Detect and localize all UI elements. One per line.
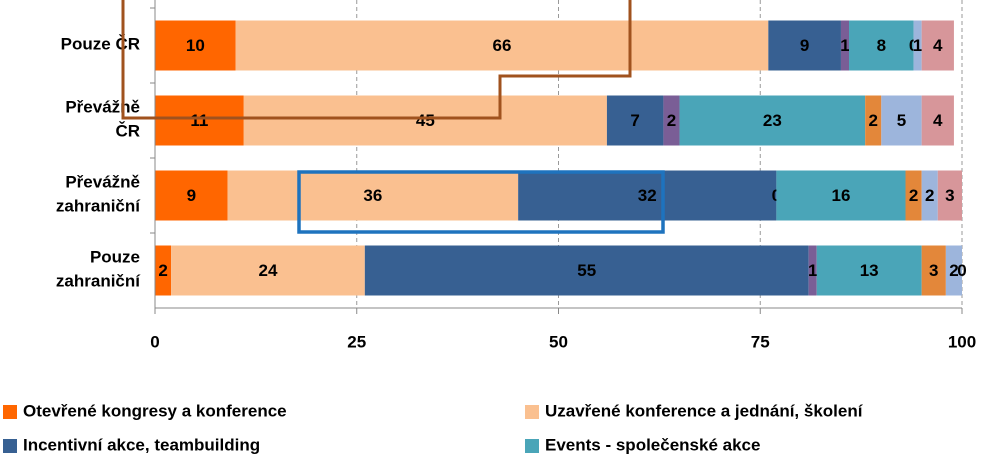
data-label: 2 <box>949 261 958 280</box>
bar-segment <box>679 95 866 146</box>
bar-segment <box>663 95 680 146</box>
data-label: 4 <box>933 111 943 130</box>
data-label: 10 <box>186 36 205 55</box>
data-label: 2 <box>667 111 676 130</box>
data-label: 16 <box>831 186 850 205</box>
legend-swatch <box>3 439 17 453</box>
bar-segment <box>155 95 244 146</box>
data-label: 36 <box>363 186 382 205</box>
bar-segment <box>808 245 817 296</box>
data-label: 3 <box>929 261 938 280</box>
y-tick-label: Převážně ČR <box>65 98 140 141</box>
data-label: 2 <box>868 111 877 130</box>
bar-segment <box>881 95 922 146</box>
bar-segment <box>155 245 172 296</box>
annotations <box>121 0 665 234</box>
bar-segment <box>768 20 841 71</box>
bar-segment <box>171 245 365 296</box>
x-tick-label: 0 <box>150 332 159 351</box>
data-label: 55 <box>577 261 596 280</box>
y-tick-label: Pouze ČR <box>61 35 140 54</box>
data-label: 7 <box>630 111 639 130</box>
data-label: 32 <box>638 186 657 205</box>
bar-segment <box>518 170 777 221</box>
data-label: 13 <box>860 261 879 280</box>
y-tick-label: Pouze zahraniční <box>56 248 141 291</box>
bar-segment <box>235 20 769 71</box>
x-tick-label: 75 <box>751 332 770 351</box>
data-label: 11 <box>190 111 208 130</box>
bar-segment <box>155 20 236 71</box>
data-label: 1 <box>808 261 817 280</box>
bar-segment <box>364 245 809 296</box>
x-tick-label: 100 <box>948 332 976 351</box>
data-label: 1 <box>913 36 922 55</box>
bar-segment <box>606 95 664 146</box>
data-label: 8 <box>877 36 886 55</box>
data-label: 66 <box>493 36 512 55</box>
bar-segment <box>840 20 850 71</box>
bar-segment <box>913 20 922 71</box>
bar-segment <box>921 245 946 296</box>
bar-segment <box>905 170 922 221</box>
data-label: 4 <box>933 36 943 55</box>
y-tick-label: Převážně zahraniční <box>56 173 141 216</box>
data-label: 9 <box>800 36 809 55</box>
data-label: 2 <box>158 261 167 280</box>
bar-segment <box>921 20 954 71</box>
bracket <box>121 0 632 120</box>
legend-label: Uzavřené konference a jednání, školení <box>545 401 864 420</box>
legend-swatch <box>525 405 539 419</box>
data-label: 24 <box>259 261 278 280</box>
data-label: 2 <box>925 186 934 205</box>
bar-segment <box>816 245 922 296</box>
bar-segment <box>849 20 914 71</box>
data-label: 3 <box>945 186 954 205</box>
bar-segment <box>227 170 519 221</box>
bar-segment <box>243 95 607 146</box>
data-label: 0 <box>957 261 966 280</box>
bar-segment <box>865 95 882 146</box>
highlight-box <box>297 170 665 234</box>
bar-segment <box>937 170 962 221</box>
bar-segment <box>155 170 228 221</box>
data-label: 9 <box>187 186 196 205</box>
x-tick-label: 50 <box>549 332 568 351</box>
data-label: 5 <box>897 111 906 130</box>
legend-swatch <box>525 439 539 453</box>
data-label: 23 <box>763 111 782 130</box>
data-label: 1 <box>840 36 849 55</box>
legend-label: Otevřené kongresy a konference <box>23 401 287 420</box>
data-label: 45 <box>416 111 435 130</box>
legend-label: Events - společenské akce <box>545 435 760 454</box>
bar-segment <box>945 245 962 296</box>
data-label: 2 <box>909 186 918 205</box>
bar-segment <box>776 170 906 221</box>
legend-swatch <box>3 405 17 419</box>
x-tick-label: 25 <box>347 332 366 351</box>
bar-segment <box>921 170 938 221</box>
bar-segment <box>921 95 954 146</box>
legend-label: Incentivní akce, teambuilding <box>23 435 260 454</box>
